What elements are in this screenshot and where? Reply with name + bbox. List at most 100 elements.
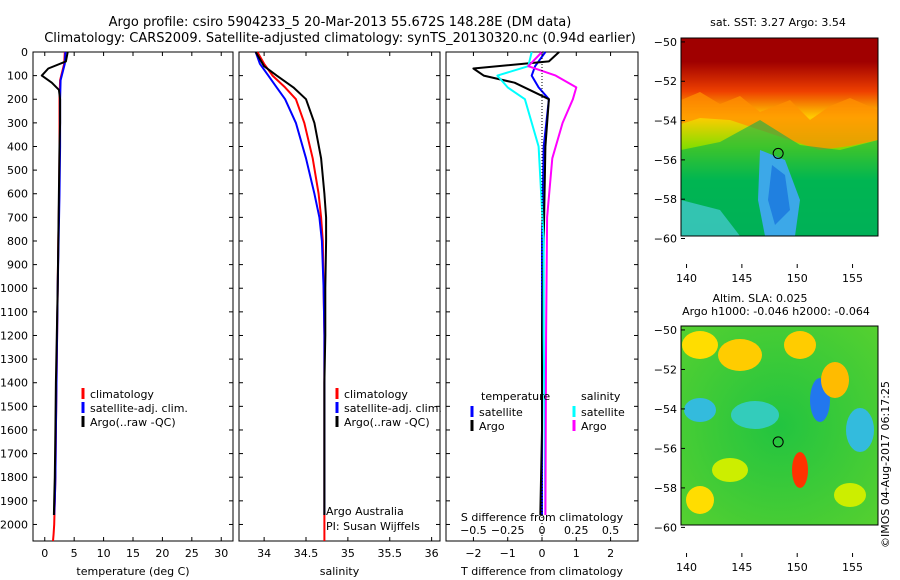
y-tick-label: 200 (7, 93, 28, 106)
series-s-satellite (496, 51, 547, 516)
legend-label: Argo(..raw -QC) (90, 416, 176, 429)
y-tick-label: 900 (7, 259, 28, 272)
sla-map-image (681, 326, 878, 525)
legend-label: Argo (581, 420, 607, 433)
sla-map-title-1: Altim. SLA: 0.025 (712, 292, 807, 305)
legend-label: satellite-adj. clim. (344, 402, 442, 415)
sla-map-frame (680, 325, 879, 526)
s-tick-label: 0 (539, 524, 546, 537)
x-axis-label: temperature (deg C) (76, 565, 189, 578)
x-tick-label: −2 (465, 547, 481, 560)
y-tick-label: 700 (7, 211, 28, 224)
salinity-panel: 34 34.5 35 35.5 36 salinity climatologysatelli… (238, 51, 442, 578)
y-tick-label: 1900 (0, 495, 28, 508)
x-tick-label: 25 (185, 547, 199, 560)
temperature-panel-frame (32, 51, 234, 542)
y-tick-label: 800 (7, 235, 28, 248)
map-y-tick-label: −56 (654, 154, 677, 167)
y-tick-label: 1700 (0, 448, 28, 461)
map-y-tick-label: −52 (654, 363, 677, 376)
s-tick-label: −0.5 (460, 524, 487, 537)
s-tick-label: 0.25 (564, 524, 589, 537)
credit-line-2: PI: Susan Wijffels (326, 520, 420, 533)
s-tick-label: −0.25 (491, 524, 525, 537)
map-y-tick-label: −50 (654, 324, 677, 337)
x-tick-label: 35.5 (378, 547, 403, 560)
x-tick-label: 5 (71, 547, 78, 560)
map-x-tick-label: 155 (842, 272, 863, 285)
map-y-tick-label: −60 (654, 521, 677, 534)
map-x-tick-label: 140 (676, 272, 697, 285)
map-y-tick-label: −54 (654, 403, 677, 416)
map-x-tick-label: 145 (731, 561, 752, 574)
x-tick-label: 0 (539, 547, 546, 560)
y-tick-label: 1600 (0, 424, 28, 437)
y-tick-label: 600 (7, 188, 28, 201)
map-x-tick-label: 155 (842, 561, 863, 574)
y-tick-label: 500 (7, 164, 28, 177)
legend-label: Argo (479, 420, 505, 433)
map-x-tick-label: 150 (787, 272, 808, 285)
legend-temperature-header: temperature (481, 390, 550, 403)
imos-timestamp: ©IMOS 04-Aug-2017 06:17:25 (879, 381, 892, 548)
sla-map-title-2: Argo h1000: -0.046 h2000: -0.064 (682, 305, 870, 318)
float-position-marker (772, 147, 784, 159)
salinity-panel-frame (238, 51, 441, 542)
x-tick-label: −1 (500, 547, 516, 560)
series-argo (40, 51, 69, 516)
x-axis-label: T difference from climatology (460, 565, 623, 578)
s-tick-label: 0.5 (602, 524, 620, 537)
map-x-tick-label: 145 (731, 272, 752, 285)
legend-salinity-header: salinity (581, 390, 621, 403)
legend-label: climatology (344, 388, 408, 401)
s-axis-label: S difference from climatology (461, 511, 624, 524)
x-tick-label: 0 (41, 547, 48, 560)
map-y-tick-label: −58 (654, 193, 677, 206)
x-tick-label: 36 (425, 547, 439, 560)
legend-label: satellite (479, 406, 523, 419)
map-y-tick-label: −52 (654, 75, 677, 88)
x-tick-label: 34.5 (294, 547, 319, 560)
y-tick-label: 1500 (0, 400, 28, 413)
x-axis-label: salinity (320, 565, 360, 578)
y-tick-label: 300 (7, 117, 28, 130)
legend-label: climatology (90, 388, 154, 401)
map-x-tick-label: 150 (787, 561, 808, 574)
y-tick-label: 100 (7, 70, 28, 83)
legend-label: Argo(..raw -QC) (344, 416, 430, 429)
legend-label: satellite-adj. clim. (90, 402, 188, 415)
map-y-tick-label: −60 (654, 233, 677, 246)
x-tick-label: 10 (97, 547, 111, 560)
x-tick-label: 34 (257, 547, 271, 560)
sst-map-frame (680, 37, 879, 237)
y-tick-label: 1100 (0, 306, 28, 319)
y-tick-label: 1800 (0, 471, 28, 484)
y-tick-label: 2000 (0, 518, 28, 531)
map-y-tick-label: −54 (654, 115, 677, 128)
title-line-2: Climatology: CARS2009. Satellite-adjuste… (44, 31, 636, 46)
sst-map-image (681, 38, 878, 236)
x-tick-label: 30 (214, 547, 228, 560)
map-y-tick-label: −58 (654, 482, 677, 495)
title-line-1: Argo profile: csiro 5904233_5 20-Mar-201… (109, 15, 572, 30)
y-tick-label: 0 (21, 46, 28, 59)
y-tick-label: 1400 (0, 377, 28, 390)
y-tick-label: 400 (7, 140, 28, 153)
x-tick-label: 35 (341, 547, 355, 560)
y-tick-label: 1300 (0, 353, 28, 366)
y-tick-label: 1000 (0, 282, 28, 295)
temperature-panel: 0100200300400500600700800900100011001200… (0, 46, 234, 578)
map-x-tick-label: 140 (676, 561, 697, 574)
map-y-tick-label: −50 (654, 36, 677, 49)
float-position-marker (772, 436, 784, 448)
map-y-tick-label: −56 (654, 442, 677, 455)
x-tick-label: 1 (573, 547, 580, 560)
legend-label: satellite (581, 406, 625, 419)
difference-panel: −2 −1 0 1 2 T difference from climatology −0.5… (445, 51, 639, 578)
x-tick-label: 15 (126, 547, 140, 560)
sst-map-title: sat. SST: 3.27 Argo: 3.54 (710, 16, 846, 29)
series-argo (254, 51, 328, 515)
x-tick-label: 2 (607, 547, 614, 560)
